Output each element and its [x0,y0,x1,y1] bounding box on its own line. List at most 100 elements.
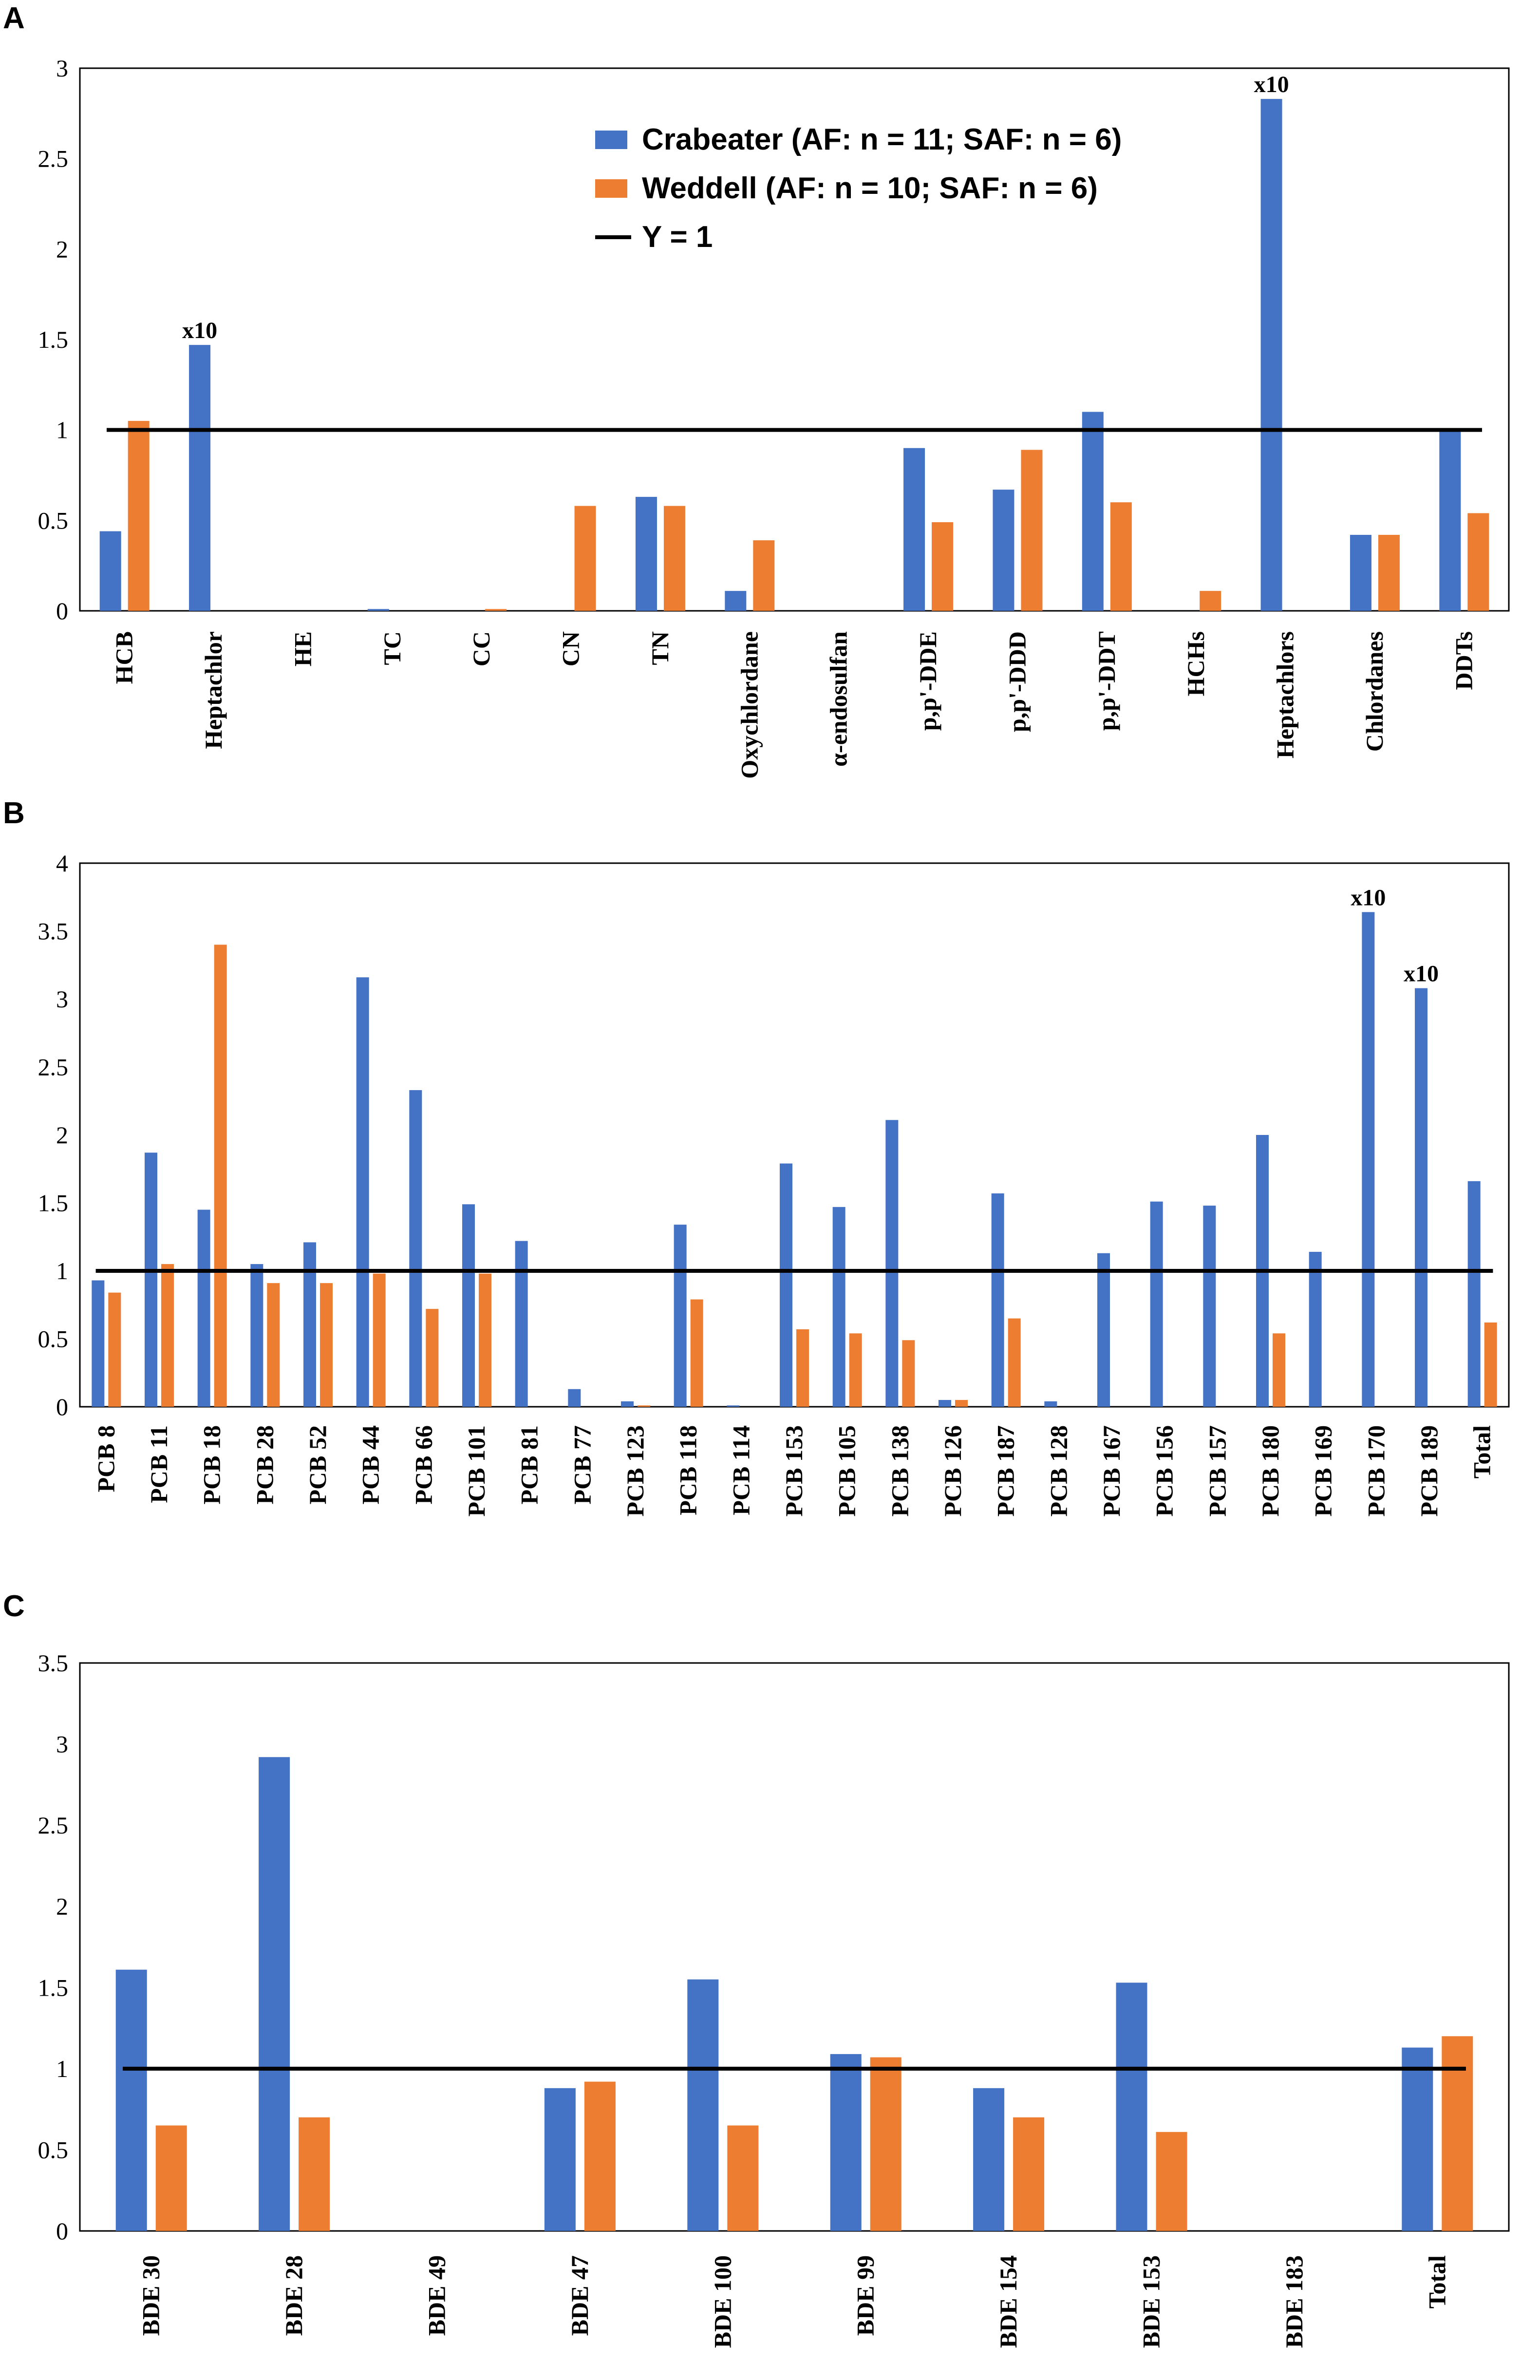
panel-b-bar-crabeater-pcb-157 [1203,1206,1216,1407]
panel-a-xtick-label-heptachlor: Heptachlor [200,631,227,749]
panel-a-xtick-label-cn: CN [557,631,584,666]
panel-b-bar-weddell-pcb-105 [849,1333,862,1407]
panel-c-bar-crabeater-bde-47 [544,2088,576,2231]
panel-b-ytick-label: 3 [56,985,68,1013]
panel-b-bar-weddell-pcb-66 [426,1309,439,1407]
panel-b-xtick-label-pcb-114: PCB 114 [727,1425,754,1515]
panel-a-ytick-label: 0 [56,597,68,624]
panel-b-xtick-label-pcb-138: PCB 138 [886,1425,913,1517]
panel-a-bar-weddell-oxychlordane [753,540,775,611]
panel-b-bar-weddell-pcb-180 [1273,1333,1285,1407]
panel-a-bar-crabeater-p-p-ddd [993,490,1014,611]
panel-a-xtick-label-p-p-ddd: p,p'-DDD [1003,631,1031,732]
panel-b-bar-crabeater-pcb-66 [409,1090,422,1407]
panel-c-xtick-label-bde-153: BDE 153 [1138,2255,1165,2348]
panel-a-ytick-label: 3 [56,55,68,82]
panel-c-xtick-label-bde-154: BDE 154 [995,2255,1022,2348]
panel-b-xtick-label-pcb-153: PCB 153 [780,1425,808,1517]
panel-b-xtick-label-pcb-101: PCB 101 [463,1425,490,1517]
panel-b-bar-weddell-pcb-138 [902,1340,915,1407]
panel-b-xtick-label-pcb-169: PCB 169 [1310,1425,1337,1517]
panel-b-ytick-label: 4 [56,850,68,877]
panel-a-bar-weddell-chlordanes [1378,535,1400,611]
panel-a-bar-crabeater-p-p-ddt [1082,412,1104,611]
panel-a-xtick-label-heptachlors: Heptachlors [1272,631,1299,758]
panel-b-bar-weddell-total [1484,1322,1497,1407]
panel-b-bar-crabeater-pcb-77 [568,1389,581,1407]
panel-a-bar-crabeater-hcb [99,531,121,611]
panel-a-bar-crabeater-ddts [1439,430,1461,611]
panel-c-xtick-label-bde-183: BDE 183 [1280,2255,1308,2348]
panel-b-bar-crabeater-pcb-153 [780,1163,792,1407]
panel-a-xtick-label-tc: TC [378,631,406,665]
panel-b-bar-weddell-pcb-28 [267,1283,280,1407]
panel-a-plot-frame [79,67,1510,612]
panel-b-bar-crabeater-pcb-28 [250,1264,263,1407]
panel-b-xtick-label-total: Total [1468,1425,1496,1478]
panel-a-bar-weddell-hchs [1200,591,1221,611]
panel-b-bar-weddell-pcb-8 [108,1292,121,1407]
panel-c-bar-weddell-bde-99 [870,2057,901,2231]
panel-b-xtick-label-pcb-66: PCB 66 [410,1425,437,1505]
panel-b-bar-crabeater-pcb-128 [1044,1401,1057,1407]
panel-b-bar-crabeater-pcb-101 [462,1204,475,1407]
panel-a-bar-weddell-p-p-dde [932,522,954,611]
panel-b-xtick-label-pcb-81: PCB 81 [516,1425,543,1505]
legend: Crabeater (AF: n = 11; SAF: n = 6) Wedde… [595,123,1122,254]
panel-b-bar-weddell-pcb-187 [1008,1318,1021,1407]
panel-a-ytick-label: 2.5 [38,145,69,172]
panel-a-annotation-heptachlors: x10 [1254,72,1289,97]
panel-a-annotation-heptachlor: x10 [182,318,217,343]
panel-c-ytick-label: 1 [56,2055,68,2082]
panel-b-xtick-label-pcb-118: PCB 118 [675,1425,702,1515]
panel-b-xtick-label-pcb-156: PCB 156 [1151,1425,1178,1517]
panel-c-ytick-label: 3.5 [38,1649,69,1677]
panel-b-xtick-label-pcb-11: PCB 11 [145,1425,172,1503]
panel-c-bar-weddell-bde-47 [584,2081,616,2231]
panel-b-xtick-label-pcb-126: PCB 126 [939,1425,966,1517]
panel-c-xtick-label-bde-28: BDE 28 [280,2255,307,2336]
panel-a-xtick-label-ddts: DDTs [1450,631,1477,690]
panel-b-xtick-label-pcb-105: PCB 105 [833,1425,861,1517]
panel-b-bar-weddell-pcb-52 [320,1283,333,1407]
panel-c-ytick-label: 0.5 [38,2136,69,2163]
panel-a-bar-crabeater-heptachlor [189,345,211,611]
panel-b-xtick-label-pcb-77: PCB 77 [568,1425,596,1505]
panel-b-xtick-label-pcb-170: PCB 170 [1362,1425,1390,1517]
panel-b-ytick-label: 1 [56,1257,68,1284]
panel-c-bar-weddell-bde-154 [1013,2117,1045,2231]
panel-letter-b: B [3,796,25,830]
panel-c-bar-crabeater-bde-30 [115,1969,147,2231]
panel-a-xtick-label-endosulfan: α-endosulfan [825,631,852,767]
panel-c-bar-crabeater-bde-99 [830,2054,862,2231]
panel-b-bar-crabeater-pcb-126 [939,1400,951,1407]
panel-b-bar-weddell-pcb-118 [690,1299,703,1407]
panel-c-plot-frame [79,1662,1510,2232]
panel-b-bar-weddell-pcb-101 [479,1273,491,1407]
panel-b-bar-weddell-pcb-153 [796,1329,809,1407]
panel-b-xtick-label-pcb-189: PCB 189 [1415,1425,1443,1517]
panel-b-bar-crabeater-pcb-138 [885,1120,899,1407]
panel-b-annotation-pcb-189: x10 [1404,961,1439,987]
panel-a-bar-weddell-cc [485,609,507,611]
panel-c-xtick-label-bde-99: BDE 99 [852,2255,879,2336]
panel-b-bar-crabeater-pcb-156 [1150,1201,1163,1407]
panel-a-xtick-label-hcb: HCB [111,631,138,684]
panel-a-xtick-label-hchs: HCHs [1182,631,1209,696]
panel-a-bar-weddell-hcb [128,421,150,611]
panel-a-ytick-label: 2 [56,235,68,263]
panel-a-bar-crabeater-tn [635,497,657,611]
panel-a-bar-crabeater-oxychlordane [725,591,747,611]
panel-b-xtick-label-pcb-157: PCB 157 [1203,1425,1231,1517]
legend-label-weddell: Weddell (AF: n = 10; SAF: n = 6) [642,171,1098,205]
panel-b-bar-weddell-pcb-123 [638,1405,650,1407]
panel-c-ytick-label: 1.5 [38,1974,69,2001]
panel-b-chart: 0 0.5 1 1.5 2 2.5 3 3.5 4 PCB 8 PCB 11 PCB 18 PCB 28… [38,850,1510,1517]
panel-b-bar-crabeater-pcb-52 [303,1242,316,1407]
panel-c-bar-weddell-bde-30 [155,2125,187,2231]
legend-label-line: Y = 1 [642,220,713,254]
panel-a-bar-weddell-p-p-ddt [1110,502,1132,611]
panel-b-bar-weddell-pcb-126 [955,1400,968,1407]
panel-b-xtick-label-pcb-123: PCB 123 [621,1425,649,1517]
